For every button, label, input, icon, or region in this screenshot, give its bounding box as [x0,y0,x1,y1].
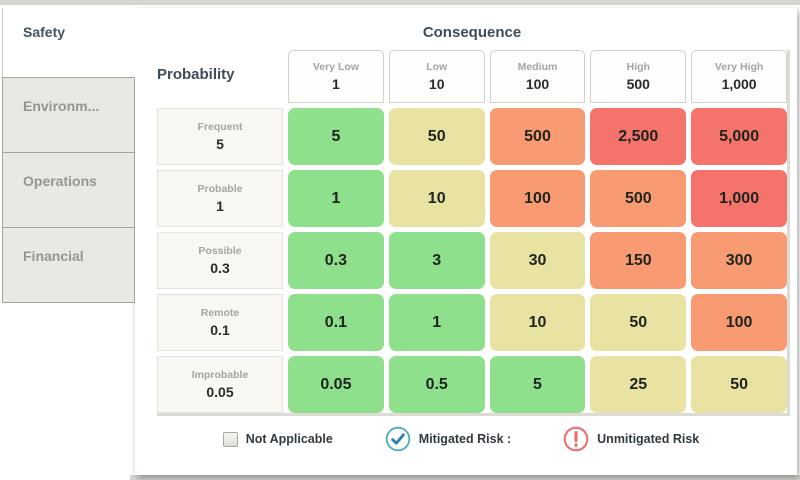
probability-header-frequent: Frequent 5 [157,108,283,165]
risk-category-tabs: Safety Environm... Operations Financial [2,8,135,303]
consequence-header-very-high: Very High 1,000 [691,50,787,103]
risk-cell-possible-medium[interactable]: 30 [489,232,586,289]
risk-cell-frequent-medium[interactable]: 500 [489,108,586,165]
consequence-header-high: High 500 [590,50,687,103]
consequence-header-very-low: Very Low 1 [288,50,384,103]
consequence-header-low-label: Low [426,61,448,73]
probability-header-probable-label: Probable [197,183,243,195]
tab-financial-label: Financial [23,248,84,264]
risk-cell-remote-medium[interactable]: 10 [489,294,586,351]
probability-axis-title: Probability [157,66,235,83]
probability-header-remote-label: Remote [200,307,240,319]
risk-cell-improbable-medium[interactable]: 5 [489,356,586,413]
probability-header-possible-value: 0.3 [210,260,230,276]
probability-header-frequent-label: Frequent [197,121,243,133]
probability-header-possible-label: Possible [198,245,242,257]
risk-cell-remote-low[interactable]: 1 [388,294,485,351]
not-applicable-option[interactable]: Not Applicable [222,431,333,447]
consequence-header-very-high-value: 1,000 [721,76,757,92]
risk-cell-frequent-high[interactable]: 2,500 [590,108,687,165]
risk-cell-probable-very-high[interactable]: 1,000 [691,170,787,227]
risk-cell-frequent-very-high[interactable]: 5,000 [691,108,787,165]
risk-cell-improbable-high[interactable]: 25 [590,356,687,413]
risk-cell-remote-high[interactable]: 50 [590,294,687,351]
consequence-header-low: Low 10 [388,50,485,103]
probability-header-remote: Remote 0.1 [157,294,283,351]
risk-matrix-panel: Consequence Probability Very Low 1 Low 10 Me… [135,8,797,475]
consequence-header-medium-label: Medium [517,61,558,73]
not-applicable-checkbox[interactable] [222,431,238,447]
consequence-header-medium-value: 100 [525,76,550,92]
consequence-header-low-value: 10 [428,76,445,92]
probability-header-improbable: Improbable 0.05 [157,356,283,413]
risk-cell-possible-very-low[interactable]: 0.3 [288,232,384,289]
tab-environment[interactable]: Environm... [2,77,135,153]
unmitigated-risk-legend: Unmitigated Risk [563,426,699,452]
probability-header-remote-value: 0.1 [210,322,230,338]
window-top-edge [0,0,800,5]
probability-header-improbable-value: 0.05 [206,384,234,400]
window-bottom-edge [130,475,800,480]
tab-safety[interactable]: Safety [2,8,135,78]
tab-environment-label: Environm... [23,98,100,114]
risk-cell-frequent-low[interactable]: 50 [388,108,485,165]
risk-cell-remote-very-low[interactable]: 0.1 [288,294,384,351]
consequence-header-high-value: 500 [626,76,650,92]
probability-header-possible: Possible 0.3 [157,232,283,289]
probability-header-probable: Probable 1 [157,170,283,227]
risk-cell-possible-high[interactable]: 150 [590,232,687,289]
risk-cell-improbable-very-low[interactable]: 0.05 [288,356,384,413]
risk-cell-probable-high[interactable]: 500 [590,170,687,227]
risk-cell-improbable-very-high[interactable]: 50 [691,356,787,413]
risk-cell-improbable-low[interactable]: 0.5 [388,356,485,413]
consequence-header-very-high-label: Very High [714,61,764,73]
risk-cell-possible-very-high[interactable]: 300 [691,232,787,289]
probability-header-improbable-label: Improbable [191,369,249,381]
risk-matrix-grid: Probability Very Low 1 Low 10 Medium 100 High 5… [157,50,790,416]
mitigated-risk-legend: Mitigated Risk : [385,426,511,452]
unmitigated-exclamation-icon [563,426,589,452]
tab-operations[interactable]: Operations [2,152,135,228]
consequence-header-medium: Medium 100 [489,50,586,103]
risk-cell-probable-medium[interactable]: 100 [489,170,586,227]
risk-cell-probable-very-low[interactable]: 1 [288,170,384,227]
matrix-legend: Not Applicable Mitigated Risk : Unmitiga… [135,426,787,452]
not-applicable-label: Not Applicable [245,432,333,446]
consequence-axis-title: Consequence [422,24,522,41]
tab-operations-label: Operations [23,173,97,189]
risk-cell-remote-very-high[interactable]: 100 [691,294,787,351]
probability-header-frequent-value: 5 [216,136,224,152]
mitigated-risk-label: Mitigated Risk : [418,432,512,446]
risk-cell-probable-low[interactable]: 10 [388,170,485,227]
consequence-header-high-label: High [626,61,650,73]
consequence-header-very-low-value: 1 [332,76,340,92]
tab-safety-label: Safety [23,24,66,40]
tab-financial[interactable]: Financial [2,227,135,303]
risk-cell-frequent-very-low[interactable]: 5 [288,108,384,165]
probability-header-probable-value: 1 [216,198,224,214]
risk-cell-possible-low[interactable]: 3 [388,232,485,289]
consequence-header-very-low-label: Very Low [312,61,359,73]
mitigated-check-icon [385,426,410,452]
unmitigated-risk-label: Unmitigated Risk [597,432,700,446]
